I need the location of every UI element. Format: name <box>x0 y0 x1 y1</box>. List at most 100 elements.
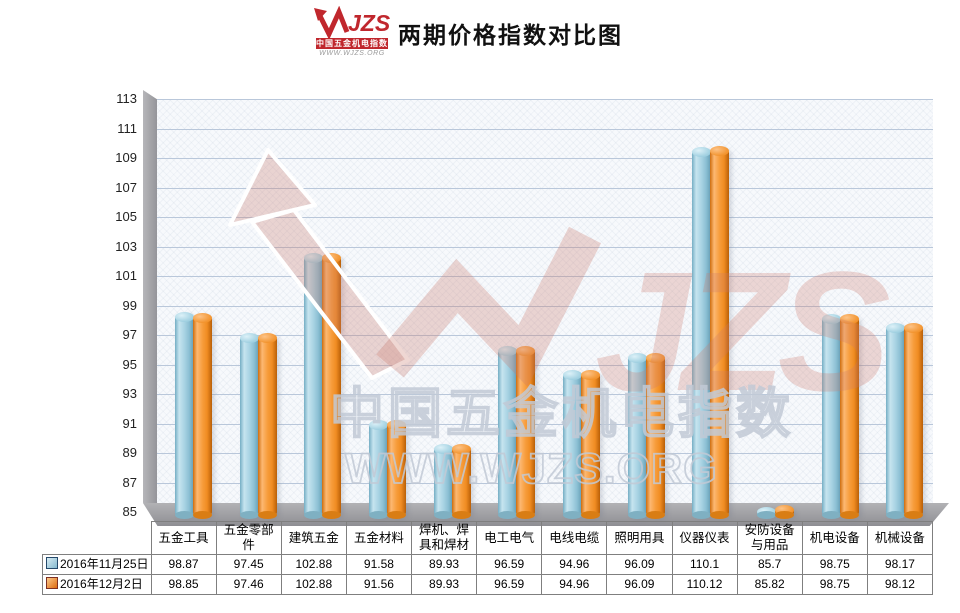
chart-3d-floor <box>143 503 949 526</box>
gridline <box>157 158 933 159</box>
bar-焊机、焊具和焊材-series1[interactable] <box>433 444 453 519</box>
column-header: 电线电缆 <box>541 521 608 555</box>
value-cell: 98.85 <box>150 574 217 595</box>
y-tick-label: 93 <box>122 386 137 401</box>
column-header: 机械设备 <box>866 521 934 555</box>
data-table-body: 2016年11月25日 98.87 97.45 102.88 91.58 89.93 96.… <box>42 554 934 595</box>
y-tick-label: 107 <box>115 179 137 195</box>
bar-机械设备-series2[interactable] <box>904 323 924 519</box>
value-cell: 91.56 <box>345 574 413 595</box>
value-cell: 98.17 <box>866 554 934 575</box>
plot-bars <box>157 99 933 520</box>
y-tick-label: 97 <box>122 327 137 342</box>
table-row-series2: 2016年12月2日 98.85 97.46 102.88 91.56 89.93 96.5… <box>42 574 934 595</box>
column-header: 五金材料 <box>345 521 413 555</box>
legend-label: 2016年11月25日 <box>42 554 152 575</box>
table-row-series1: 2016年11月25日 98.87 97.45 102.88 91.58 89.93 96.… <box>42 554 934 575</box>
value-cell: 85.82 <box>736 574 803 595</box>
bar-group-3 <box>290 99 355 519</box>
chart-3d-wall <box>143 90 157 512</box>
value-cell: 96.59 <box>476 554 543 575</box>
y-tick-label: 111 <box>117 120 137 136</box>
gridline <box>157 394 933 395</box>
value-cell: 97.46 <box>215 574 282 595</box>
value-cell: 96.09 <box>606 554 673 575</box>
bar-五金工具-series2[interactable] <box>192 312 212 520</box>
bar-电线电缆-series1[interactable] <box>562 370 582 519</box>
value-cell: 96.59 <box>476 574 543 595</box>
y-tick-label: 85 <box>122 504 137 519</box>
bar-照明用具-series2[interactable] <box>645 353 665 519</box>
bar-建筑五金-series2[interactable] <box>322 253 342 519</box>
legend-label: 2016年12月2日 <box>42 574 152 595</box>
bar-group-11 <box>808 99 873 519</box>
gridline <box>157 276 933 277</box>
bar-仪器仪表-series1[interactable] <box>692 146 712 520</box>
bar-五金材料-series1[interactable] <box>368 419 388 520</box>
bar-五金零部件-series2[interactable] <box>257 333 277 519</box>
bar-五金材料-series2[interactable] <box>386 420 406 519</box>
value-cell: 98.87 <box>150 554 217 575</box>
bar-机电设备-series2[interactable] <box>839 314 859 519</box>
gridline <box>157 305 933 307</box>
bar-机械设备-series1[interactable] <box>886 322 906 520</box>
value-cell: 94.96 <box>541 554 608 575</box>
value-cell: 94.96 <box>541 574 608 595</box>
bar-焊机、焊具和焊材-series2[interactable] <box>451 444 471 519</box>
data-table: 五金工具 五金零部件 建筑五金 五金材料 焊机、焊具和焊材 电工电气 电线电缆 照明用具 仪器仪… <box>42 521 934 595</box>
bar-五金零部件-series1[interactable] <box>239 333 259 519</box>
y-tick-label: 89 <box>122 445 137 460</box>
value-cell: 89.93 <box>410 574 478 595</box>
bar-仪器仪表-series2[interactable] <box>710 146 730 519</box>
data-table-head-row: 五金工具 五金零部件 建筑五金 五金材料 焊机、焊具和焊材 电工电气 电线电缆 照明用具 仪器仪… <box>43 521 934 555</box>
legend-key-icon <box>46 577 58 589</box>
value-cell: 110.12 <box>671 574 738 595</box>
column-header: 建筑五金 <box>280 521 347 555</box>
bar-安防设备与用品-series2[interactable] <box>774 504 794 520</box>
value-cell: 98.75 <box>801 574 868 595</box>
gridlines <box>157 99 933 512</box>
value-cell: 98.75 <box>801 554 868 575</box>
wjzs-logo-letters: JZS <box>348 10 391 36</box>
bar-group-4 <box>355 99 420 520</box>
gridline <box>157 453 933 454</box>
bar-group-8 <box>614 99 679 519</box>
table-corner-blank <box>43 522 152 555</box>
value-cell: 96.09 <box>606 574 673 595</box>
wjzs-logo-mark-icon: JZS <box>314 6 391 38</box>
column-header: 五金工具 <box>150 521 217 555</box>
column-header: 仪器仪表 <box>671 521 738 555</box>
value-cell: 98.12 <box>866 574 934 595</box>
bar-电工电气-series2[interactable] <box>516 346 536 519</box>
y-tick-label: 91 <box>122 415 137 431</box>
y-tick-label: 99 <box>122 297 137 313</box>
y-axis: 85 87 89 91 93 95 97 99 101 103 105 107 109 111 113 <box>75 0 137 560</box>
gridline <box>157 246 933 248</box>
bar-group-9 <box>678 99 743 520</box>
bar-group-1 <box>161 99 226 520</box>
bar-建筑五金-series1[interactable] <box>304 253 324 519</box>
column-header: 安防设备与用品 <box>736 521 803 555</box>
y-tick-label: 113 <box>116 91 137 106</box>
column-header: 照明用具 <box>606 521 673 555</box>
bar-group-7 <box>549 99 614 519</box>
bar-安防设备与用品-series1[interactable] <box>756 506 776 520</box>
bar-照明用具-series1[interactable] <box>627 353 647 519</box>
bar-电线电缆-series2[interactable] <box>580 370 600 519</box>
bar-group-2 <box>226 99 291 519</box>
gridline <box>157 335 933 336</box>
gridline <box>157 423 933 425</box>
bar-group-12 <box>872 99 937 520</box>
gridline <box>157 128 933 130</box>
y-tick-label: 109 <box>115 150 137 165</box>
bar-电工电气-series1[interactable] <box>498 346 518 519</box>
bar-五金工具-series1[interactable] <box>174 312 194 519</box>
chart-title: 两期价格指数对比图 <box>398 23 623 48</box>
bar-机电设备-series1[interactable] <box>821 314 841 519</box>
value-cell: 89.93 <box>410 554 478 575</box>
y-tick-label: 87 <box>122 474 137 490</box>
value-cell: 85.7 <box>736 554 803 575</box>
wjzs-logo-subtitle: 中国五金机电指数 <box>316 38 388 49</box>
y-tick-label: 105 <box>115 209 137 224</box>
